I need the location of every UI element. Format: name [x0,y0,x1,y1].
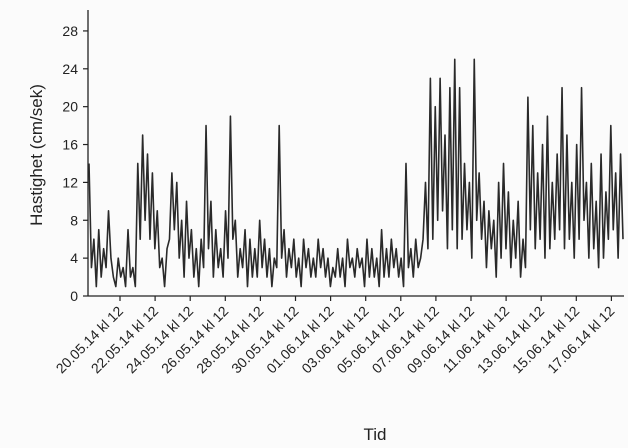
y-tick-label: 28 [62,23,78,39]
y-tick-label: 12 [62,174,78,190]
y-tick-label: 0 [70,288,78,304]
y-tick-label: 24 [62,61,78,77]
y-axis-title: Hastighet (cm/sek) [27,84,46,226]
y-tick-label: 16 [62,137,78,153]
y-tick-label: 8 [70,212,78,228]
series-line [88,58,624,288]
y-tick-label: 20 [62,99,78,115]
x-axis-title: Tid [364,425,387,444]
y-axis-ticks: 0 4 8 12 16 20 24 28 [62,23,88,304]
y-tick-label: 4 [70,250,78,266]
series-group [88,58,624,288]
